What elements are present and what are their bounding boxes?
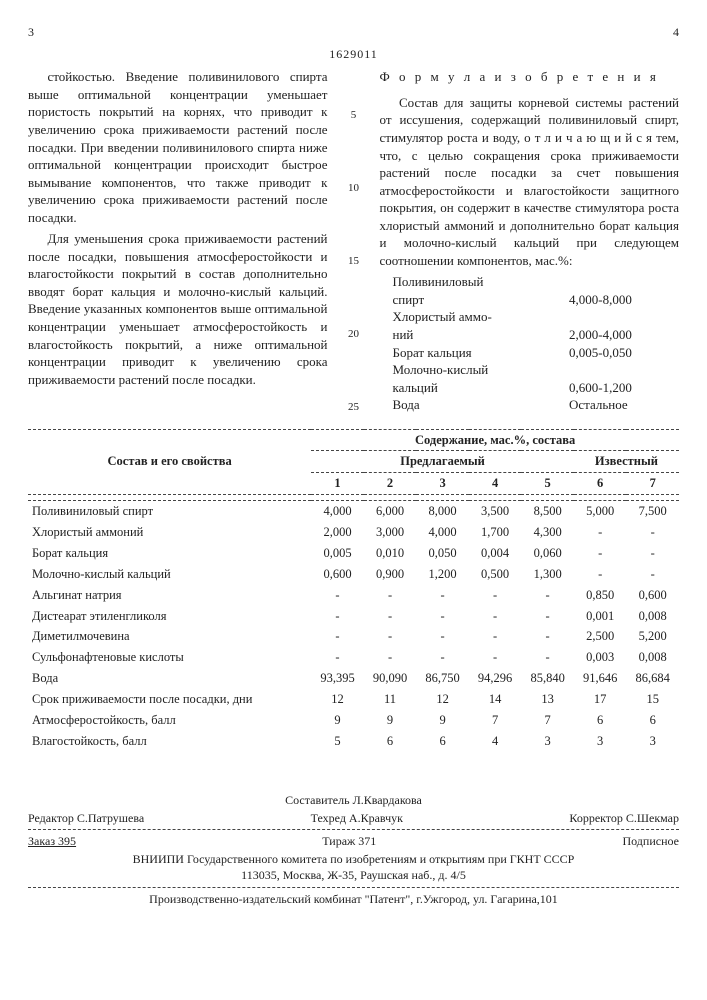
th-props: Состав и его свойства — [28, 429, 311, 495]
tech-editor: Техред А.Кравчук — [311, 810, 403, 826]
page-right: 4 — [673, 24, 679, 40]
th-known: Известный — [574, 451, 679, 473]
subscription: Подписное — [622, 833, 679, 849]
tirage: Тираж 371 — [322, 833, 376, 849]
org-line: ВНИИПИ Государственного комитета по изоб… — [28, 851, 679, 867]
composition-table: Состав и его свойства Содержание, мас.%,… — [28, 429, 679, 752]
order-no: Заказ 395 — [28, 833, 76, 849]
left-p1: стойкостью. Введение поливинилового спир… — [28, 68, 328, 226]
plant-line: Производственно-издательский комбинат "П… — [28, 891, 679, 907]
ln-5: 5 — [346, 108, 362, 123]
page-left: 3 — [28, 24, 34, 40]
doc-number: 1629011 — [28, 46, 679, 62]
ln-25: 25 — [346, 400, 362, 415]
ln-15: 15 — [346, 254, 362, 269]
th-proposed: Предлагаемый — [311, 451, 574, 473]
ln-10: 10 — [346, 181, 362, 196]
org-addr: 113035, Москва, Ж-35, Раушская наб., д. … — [28, 867, 679, 883]
formula-title: Ф о р м у л а и з о б р е т е н и я — [380, 68, 680, 86]
left-p2: Для уменьшения срока приживаемости расте… — [28, 230, 328, 388]
line-numbers: 5 10 15 20 25 — [346, 68, 362, 414]
footer-block: Составитель Л.Квардакова Редактор С.Патр… — [28, 792, 679, 907]
two-column-body: стойкостью. Введение поливинилового спир… — [28, 68, 679, 414]
compiler: Составитель Л.Квардакова — [28, 792, 679, 808]
left-column: стойкостью. Введение поливинилового спир… — [28, 68, 328, 414]
ratio-list: Поливиниловыйспирт4,000-8,000Хлористый а… — [380, 273, 680, 413]
ln-20: 20 — [346, 327, 362, 342]
right-column: Ф о р м у л а и з о б р е т е н и я Сост… — [380, 68, 680, 414]
editor: Редактор С.Патрушева — [28, 810, 144, 826]
th-content: Содержание, мас.%, состава — [311, 429, 679, 451]
right-p1: Состав для защиты корневой системы расте… — [380, 94, 680, 269]
corrector: Корректор С.Шекмар — [569, 810, 679, 826]
